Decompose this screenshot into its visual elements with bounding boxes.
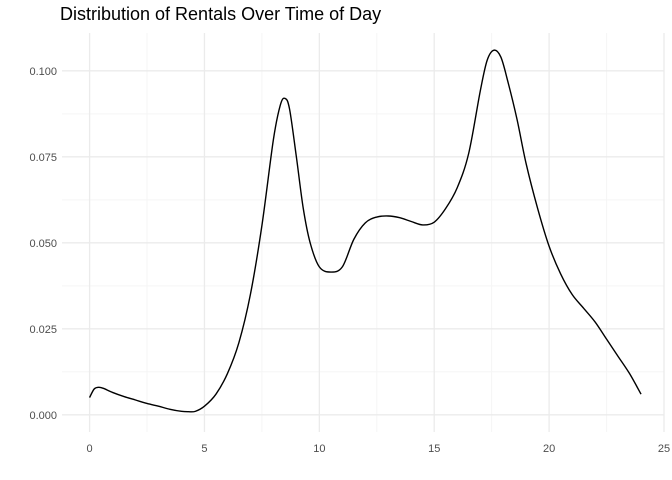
- x-tick-label: 5: [201, 443, 207, 455]
- x-tick-label: 0: [87, 443, 93, 455]
- x-tick-label: 10: [313, 443, 325, 455]
- x-tick-label: 15: [428, 443, 440, 455]
- y-tick-label: 0.100: [29, 66, 57, 78]
- density-line: [88, 49, 642, 413]
- y-tick-label: 0.025: [29, 324, 57, 336]
- x-tick-label: 25: [658, 443, 670, 455]
- y-tick-label: 0.000: [29, 410, 57, 422]
- y-tick-label: 0.050: [29, 238, 57, 250]
- y-tick-label: 0.075: [29, 152, 57, 164]
- x-tick-label: 20: [543, 443, 555, 455]
- chart-title: Distribution of Rentals Over Time of Day: [60, 4, 382, 24]
